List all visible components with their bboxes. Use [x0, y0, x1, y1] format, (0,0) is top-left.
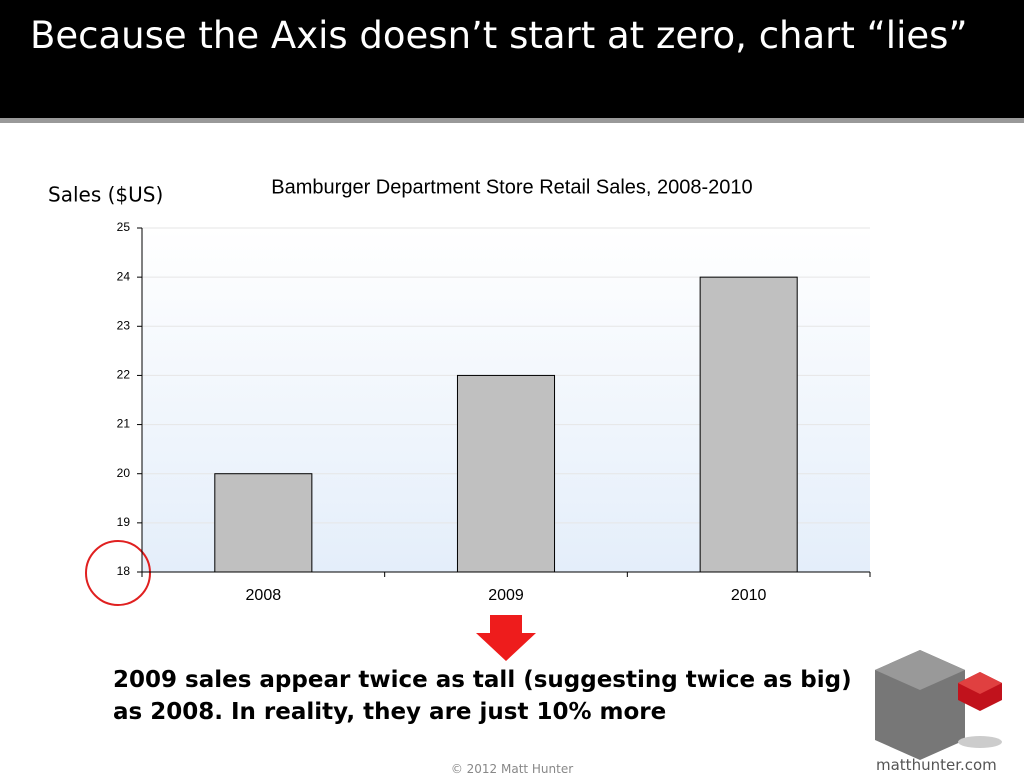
- y-tick-label: 23: [117, 318, 131, 332]
- slide-title: Because the Axis doesn’t start at zero, …: [30, 14, 968, 57]
- y-tick-label: 21: [117, 417, 131, 431]
- y-tick-label: 22: [117, 368, 131, 382]
- footer: © 2012 Matt Hunter: [450, 762, 574, 776]
- caption: 2009 sales appear twice as tall (suggest…: [113, 667, 852, 725]
- x-tick-label: 2009: [488, 587, 524, 604]
- header: Because the Axis doesn’t start at zero, …: [0, 0, 1024, 123]
- bar: [456, 374, 556, 573]
- bar: [699, 276, 798, 573]
- y-tick-label: 25: [117, 220, 131, 234]
- y-axis-label: Sales ($US): [48, 183, 163, 207]
- logo-cubes: [875, 650, 1002, 760]
- highlight-circle: [85, 540, 151, 606]
- y-tick-label: 24: [117, 269, 131, 283]
- y-tick-label: 20: [117, 466, 131, 480]
- arrow: [476, 615, 536, 661]
- y-tick-label: 18: [117, 564, 131, 578]
- y-tick-label: 19: [117, 515, 131, 529]
- x-tick-label: 2008: [246, 587, 282, 604]
- x-tick-label: 2010: [731, 587, 767, 604]
- chart-title: Bamburger Department Store Retail Sales,…: [271, 176, 752, 198]
- bar: [214, 473, 313, 573]
- logo-text: matthunter.com: [876, 756, 997, 774]
